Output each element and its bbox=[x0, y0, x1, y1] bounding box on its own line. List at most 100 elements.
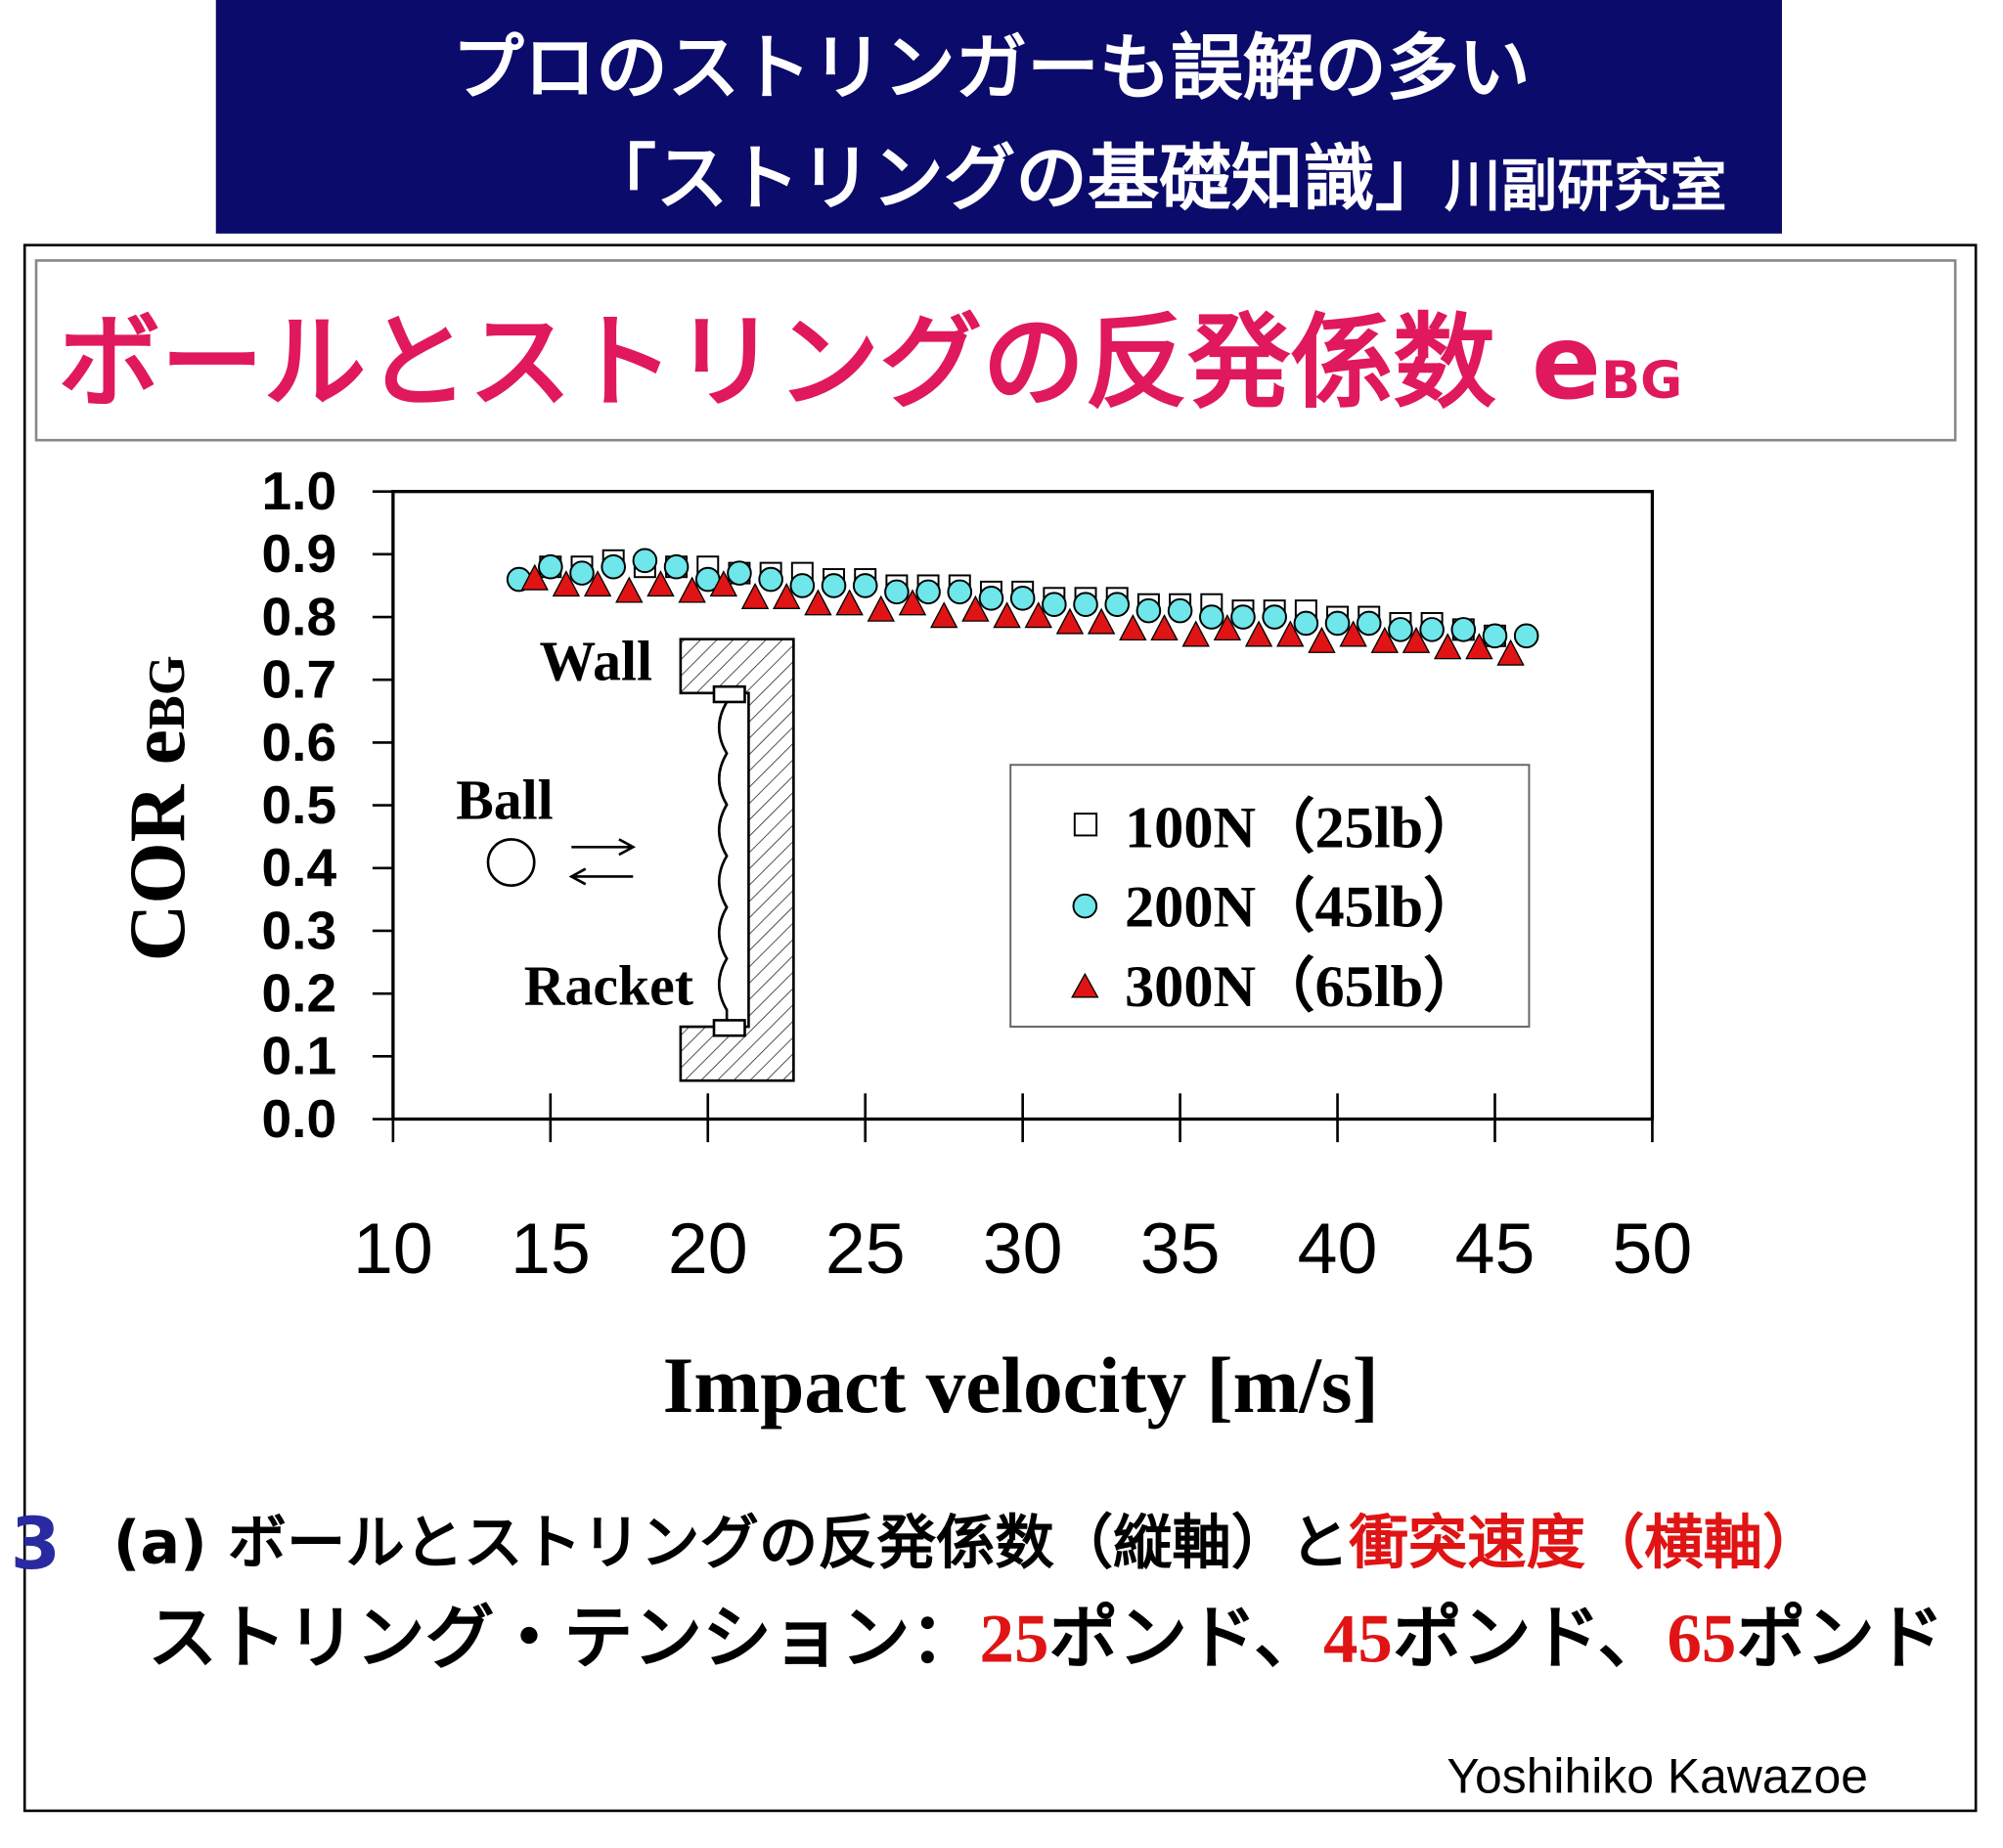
point-300n bbox=[961, 594, 990, 622]
point-200n bbox=[601, 553, 626, 580]
x-tick-label: 20 bbox=[668, 1208, 748, 1289]
legend-marker-triangle bbox=[1071, 972, 1099, 998]
y-tick-label: 0.3 bbox=[262, 900, 337, 960]
point-300n bbox=[1150, 614, 1179, 641]
point-200n bbox=[1198, 604, 1224, 630]
author-credit: Yoshihiko Kawazoe bbox=[1447, 1749, 1868, 1804]
point-300n bbox=[1308, 626, 1336, 653]
slide-title: ボールとストリングの反発係数 eBG bbox=[58, 303, 1682, 422]
point-300n bbox=[993, 601, 1021, 629]
y-tick-label: 0.0 bbox=[262, 1088, 337, 1149]
point-300n bbox=[867, 594, 896, 622]
point-300n bbox=[1433, 633, 1462, 660]
point-200n bbox=[632, 548, 658, 574]
point-200n bbox=[1167, 597, 1193, 624]
label-wall: Wall bbox=[540, 632, 653, 693]
x-tick-label: 10 bbox=[353, 1208, 433, 1289]
point-200n bbox=[1073, 592, 1098, 618]
y-tick-label: 0.9 bbox=[262, 523, 337, 584]
point-200n bbox=[1419, 617, 1445, 642]
point-300n bbox=[1339, 620, 1367, 647]
caption-line1: (a) ボールとストリングの反発係数（縦軸）と衝突速度（横軸） bbox=[113, 1510, 1822, 1578]
point-300n bbox=[709, 570, 738, 597]
legend: 100N（25lb） 200N（45lb） 300N（65lb） bbox=[1009, 764, 1531, 1028]
data-points bbox=[506, 548, 1539, 666]
figure-number: 3 bbox=[11, 1503, 61, 1586]
y-tick-label: 0.1 bbox=[262, 1026, 337, 1086]
point-300n bbox=[804, 589, 832, 616]
point-200n bbox=[1135, 597, 1162, 624]
point-300n bbox=[1276, 620, 1305, 647]
arrows-icon bbox=[568, 838, 637, 886]
x-tick-label: 50 bbox=[1613, 1208, 1693, 1289]
point-300n bbox=[1402, 626, 1431, 653]
point-300n bbox=[1055, 607, 1085, 635]
y-tick-label: 0.7 bbox=[262, 649, 337, 710]
point-300n bbox=[552, 570, 581, 597]
y-tick-label: 0.2 bbox=[262, 963, 337, 1024]
y-tick-label: 0.5 bbox=[262, 774, 337, 835]
legend-label-300n: 300N（65lb） bbox=[1125, 953, 1483, 1020]
x-tick-label: 35 bbox=[1140, 1208, 1221, 1289]
ball-icon bbox=[486, 838, 536, 887]
x-tick-label: 25 bbox=[825, 1208, 906, 1289]
point-200n bbox=[1513, 623, 1539, 649]
point-200n bbox=[1293, 610, 1319, 637]
legend-label-100n: 100N（25lb） bbox=[1125, 794, 1483, 860]
point-200n bbox=[1450, 617, 1477, 642]
point-300n bbox=[1181, 620, 1210, 647]
point-300n bbox=[1465, 633, 1493, 660]
point-200n bbox=[1042, 592, 1067, 618]
point-200n bbox=[915, 579, 941, 605]
point-200n bbox=[569, 560, 595, 586]
racket-frame-top bbox=[712, 684, 746, 704]
point-300n bbox=[1496, 638, 1525, 666]
racket-frame-bottom bbox=[712, 1019, 746, 1037]
label-ball: Ball bbox=[456, 770, 553, 831]
point-300n bbox=[1213, 614, 1242, 641]
y-tick-label: 0.8 bbox=[262, 586, 337, 646]
legend-marker-circle bbox=[1072, 893, 1098, 919]
point-200n bbox=[758, 566, 783, 593]
point-300n bbox=[773, 582, 801, 609]
legend-label-200n: 200N（45lb） bbox=[1125, 874, 1483, 941]
legend-marker-square bbox=[1073, 813, 1098, 837]
impact-diagram: Wall Ball Racket bbox=[456, 632, 795, 1082]
header-line1: プロのストリンガーも誤解の多い bbox=[452, 27, 1531, 110]
point-200n bbox=[1356, 610, 1382, 637]
wall-shape bbox=[679, 638, 795, 1082]
label-racket: Racket bbox=[524, 956, 693, 1018]
point-200n bbox=[789, 573, 816, 598]
point-300n bbox=[615, 576, 644, 603]
point-200n bbox=[538, 553, 563, 580]
point-300n bbox=[646, 570, 675, 597]
header-banner bbox=[215, 0, 1782, 234]
point-200n bbox=[821, 573, 847, 598]
y-tick-label: 0.6 bbox=[262, 712, 337, 772]
header-lab: 川副研究室 bbox=[1445, 153, 1727, 219]
point-300n bbox=[835, 589, 864, 616]
racket-strings bbox=[717, 701, 729, 1021]
x-tick-label: 40 bbox=[1298, 1208, 1378, 1289]
point-200n bbox=[663, 553, 690, 580]
point-200n bbox=[852, 573, 878, 598]
point-200n bbox=[1009, 585, 1036, 611]
x-tick-label: 15 bbox=[511, 1208, 591, 1289]
y-tick-label: 1.0 bbox=[262, 461, 337, 521]
point-200n bbox=[978, 585, 1004, 611]
point-200n bbox=[884, 579, 910, 605]
slide-frame bbox=[22, 243, 1978, 1813]
point-200n bbox=[947, 579, 973, 605]
point-300n bbox=[1370, 626, 1400, 653]
point-200n bbox=[1104, 592, 1131, 618]
point-300n bbox=[1087, 607, 1116, 635]
point-300n bbox=[1024, 601, 1052, 629]
point-300n bbox=[520, 563, 549, 591]
point-200n bbox=[1388, 617, 1413, 642]
point-300n bbox=[678, 576, 706, 603]
point-200n bbox=[1482, 623, 1508, 649]
point-200n bbox=[1262, 604, 1287, 630]
point-300n bbox=[740, 582, 770, 609]
title-box bbox=[34, 259, 1957, 442]
